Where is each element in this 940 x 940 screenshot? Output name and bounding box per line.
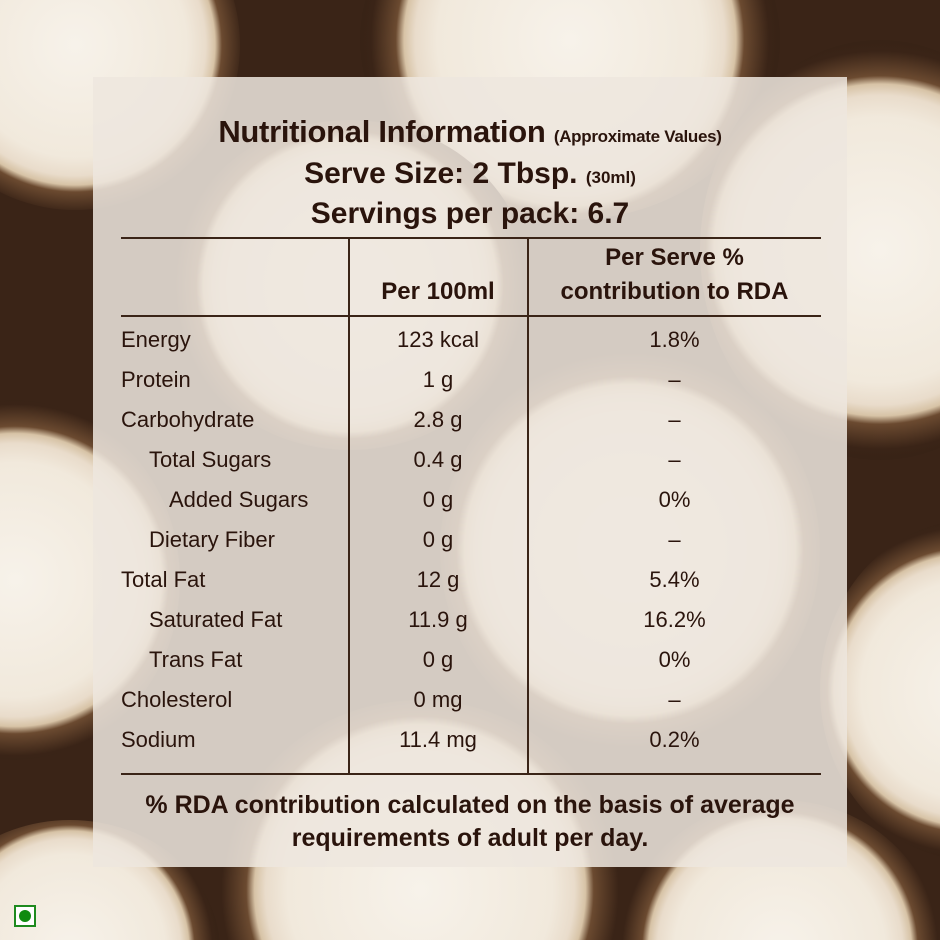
table-row: Dietary Fiber 0 g – xyxy=(121,521,821,561)
serve-size: Serve Size: 2 Tbsp. (30ml) xyxy=(93,156,847,196)
rda-value: 0% xyxy=(658,647,691,672)
title-note: (Approximate Values) xyxy=(553,127,722,146)
servings-per-pack: Servings per pack: 6.7 xyxy=(310,197,630,230)
table-bottom-rule xyxy=(121,773,821,775)
rda-value: – xyxy=(668,447,681,472)
nutrient-label: Protein xyxy=(121,367,191,392)
table-row: Cholesterol 0 mg – xyxy=(121,681,821,721)
header-bottom-rule xyxy=(121,315,821,317)
veg-mark-icon xyxy=(14,905,36,927)
per-100ml-value: 11.4 mg xyxy=(399,727,477,752)
table-row: Saturated Fat 11.9 g 16.2% xyxy=(121,601,821,641)
header-per-100ml: Per 100ml xyxy=(381,278,495,305)
table-row: Trans Fat 0 g 0% xyxy=(121,641,821,681)
title-text: Nutritional Information xyxy=(218,114,546,149)
nutrition-panel: Nutritional Information (Approximate Val… xyxy=(93,77,847,867)
nutrient-label: Trans Fat xyxy=(149,647,243,672)
header-rda-line2: contribution to RDA xyxy=(560,278,789,305)
per-100ml-value: 0.4 g xyxy=(413,447,463,472)
rda-value: 0.2% xyxy=(649,727,700,752)
per-100ml-value: 0 g xyxy=(422,487,454,512)
column-divider xyxy=(527,237,529,775)
per-100ml-value: 0 mg xyxy=(413,687,463,712)
nutrient-label: Total Sugars xyxy=(149,447,272,472)
table-row: Carbohydrate 2.8 g – xyxy=(121,401,821,441)
nutrient-label: Total Fat xyxy=(121,567,206,592)
rda-value: – xyxy=(668,407,681,432)
footnote-line2: requirements of adult per day. xyxy=(291,824,649,852)
rda-value: – xyxy=(668,687,681,712)
table-row: Total Sugars 0.4 g – xyxy=(121,441,821,481)
table-row: Energy 123 kcal 1.8% xyxy=(121,321,821,361)
nutrient-label: Saturated Fat xyxy=(149,607,283,632)
serve-size-note: (30ml) xyxy=(585,168,636,187)
column-divider xyxy=(348,237,350,775)
table-row: Sodium 11.4 mg 0.2% xyxy=(121,721,821,761)
rda-value: 16.2% xyxy=(643,607,706,632)
rda-value: 0% xyxy=(658,487,691,512)
nutrient-label: Cholesterol xyxy=(121,687,233,712)
rda-value: – xyxy=(668,527,681,552)
nutrient-label: Carbohydrate xyxy=(121,407,255,432)
nutrient-label: Sodium xyxy=(121,727,196,752)
table-row: Added Sugars 0 g 0% xyxy=(121,481,821,521)
per-100ml-value: 0 g xyxy=(422,527,454,552)
rda-value: 5.4% xyxy=(649,567,700,592)
rda-footnote: % RDA contribution calculated on the bas… xyxy=(93,789,847,855)
serve-size-text: Serve Size: 2 Tbsp. xyxy=(304,157,578,190)
nutrient-label: Added Sugars xyxy=(169,487,309,512)
nutrient-label: Dietary Fiber xyxy=(149,527,275,552)
table-row: Protein 1 g – xyxy=(121,361,821,401)
per-100ml-value: 2.8 g xyxy=(413,407,463,432)
rda-value: 1.8% xyxy=(649,327,700,352)
header-rda-line1: Per Serve % xyxy=(605,244,744,271)
header-per-serve-rda: Per Serve % contribution to RDA xyxy=(528,241,821,309)
footnote-line1: % RDA contribution calculated on the bas… xyxy=(145,791,795,819)
table-top-rule xyxy=(121,237,821,239)
page-title: Nutritional Information (Approximate Val… xyxy=(93,113,847,156)
per-100ml-value: 11.9 g xyxy=(408,607,468,632)
table-row: Total Fat 12 g 5.4% xyxy=(121,561,821,601)
veg-dot xyxy=(19,910,31,922)
per-100ml-value: 1 g xyxy=(422,367,454,392)
per-100ml-value: 0 g xyxy=(422,647,454,672)
per-100ml-value: 123 kcal xyxy=(397,327,479,352)
rda-value: – xyxy=(668,367,681,392)
title-block: Nutritional Information (Approximate Val… xyxy=(93,113,847,232)
nutrient-label: Energy xyxy=(121,327,191,352)
per-100ml-value: 12 g xyxy=(416,567,460,592)
